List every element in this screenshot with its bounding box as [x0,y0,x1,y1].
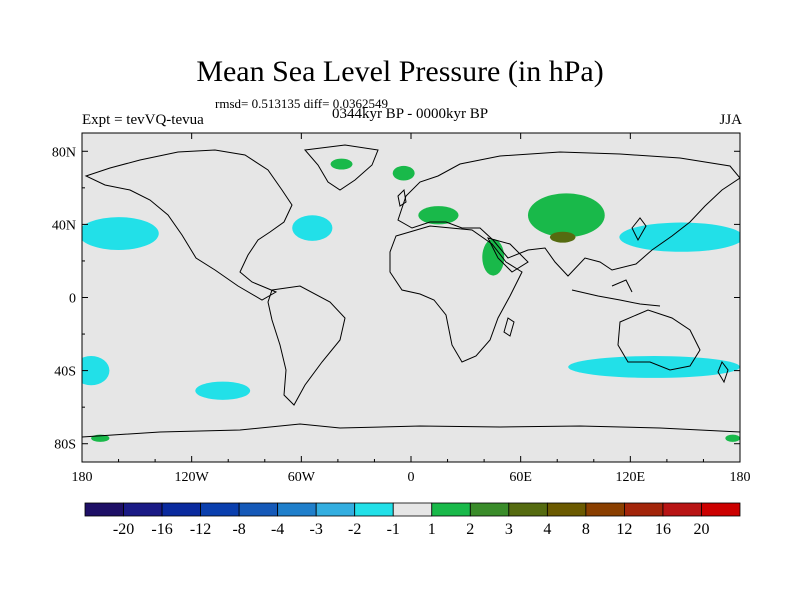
coastline-north-america [84,149,293,301]
x-tick-label: 60E [509,470,532,485]
period-label: 0344kyr BP - 0000kyr BP [331,106,489,122]
colorbar-label: 8 [582,521,590,538]
anomaly-region-4 [195,381,251,400]
coastline-madagascar [503,317,515,337]
coastline-eurasia [397,151,740,277]
anomaly-region-5 [568,355,740,378]
colorbar-swatch [315,502,356,517]
anomaly-region-1 [292,215,333,241]
x-tick-label: 180 [72,470,93,485]
season-label: JJA [719,112,742,128]
colorbar-swatch [277,502,317,517]
y-tick-label: 80S [54,438,76,453]
coastline-japan [631,217,647,242]
colorbar-swatch [200,502,240,517]
colorbar-label: -3 [310,521,323,538]
anomaly-region-6 [330,158,353,170]
y-tick-label: 0 [69,292,76,307]
anomaly-region-8 [418,206,459,225]
x-tick-label: 0 [408,470,415,485]
x-tick-label: 180 [730,470,751,485]
anomaly-region-13 [549,231,576,243]
coastline-antarctica [82,423,740,438]
colorbar-label: 12 [616,521,632,538]
colorbar-label: -12 [190,521,211,538]
experiment-label: Expt = tevVQ-tevua [82,112,204,128]
colorbar-swatch [624,502,664,517]
x-tick-label: 120E [616,470,646,485]
colorbar-swatch [662,502,702,517]
colorbar-swatch [546,502,587,517]
coastline-new-zealand [717,360,729,384]
colorbar-label: 3 [505,521,513,538]
coastline-uk [397,188,407,207]
chart-title: Mean Sea Level Pressure (in hPa) [196,55,604,88]
colorbar-label: -4 [271,521,284,538]
anomaly-region-3 [82,355,110,386]
y-tick-label: 80N [52,145,76,160]
colorbar-swatch [123,502,163,517]
colorbar-swatch [238,502,279,517]
colorbar-label: -1 [387,521,400,538]
colorbar-swatch [354,502,394,517]
colorbar-label: 16 [655,521,671,538]
x-tick-label: 60W [288,470,316,485]
coastline-indonesia [571,279,661,307]
anomaly-region-0 [82,217,159,250]
colorbar-swatch [431,502,471,517]
colorbar-swatch [701,502,741,517]
coastline-australia [617,309,701,371]
colorbar-swatch [392,502,433,517]
y-tick-label: 40S [54,365,76,380]
colorbar-label: 20 [693,521,709,538]
anomaly-region-2 [619,222,740,252]
anomaly-region-12 [725,434,740,442]
anomaly-region-10 [527,193,605,238]
anomaly-region-9 [482,239,505,276]
colorbar-label: 1 [428,521,436,538]
coastline-greenland [304,144,379,191]
colorbar-label: 4 [543,521,551,538]
coastline-arabia [487,237,529,273]
colorbar-swatch [469,502,510,517]
colorbar-swatch [508,502,548,517]
colorbar-label: 2 [466,521,474,538]
colorbar-swatch [585,502,625,517]
x-tick-label: 120W [175,470,210,485]
colorbar-label: -20 [113,521,134,538]
coastline-south-america [267,285,346,406]
stats-label: rmsd= 0.513135 diff= 0.0362549 [215,96,388,111]
colorbar-swatch [84,502,124,517]
colorbar-label: -8 [232,521,245,538]
coastline-africa [389,225,523,363]
colorbar-label: -16 [151,521,172,538]
y-tick-label: 40N [52,218,76,233]
anomaly-region-7 [392,165,415,181]
plot-background [82,133,740,462]
colorbar-swatch [161,502,201,517]
colorbar-label: -2 [348,521,361,538]
